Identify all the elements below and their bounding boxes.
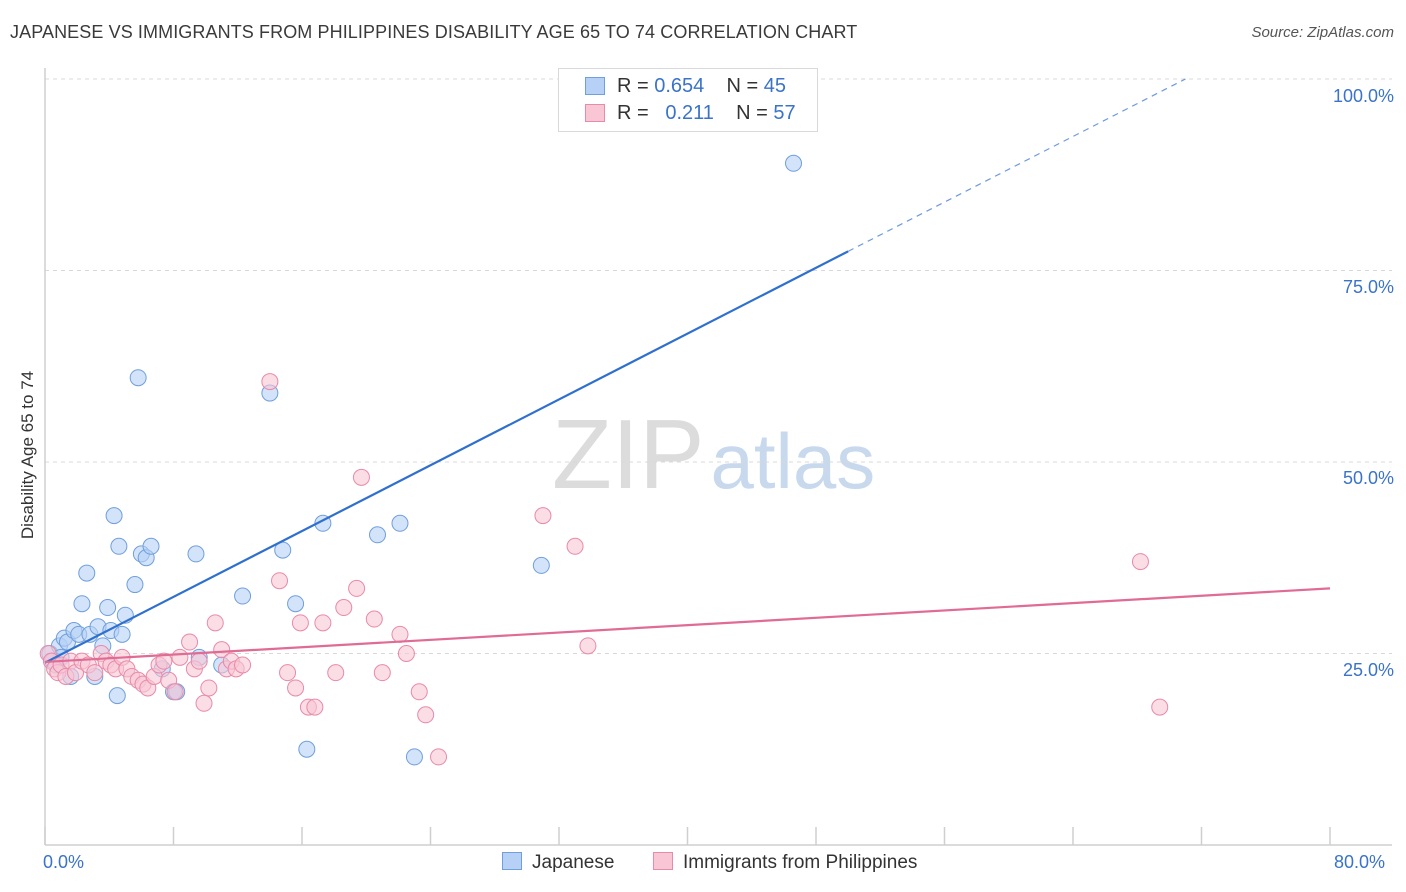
y-tick-75: 75.0%	[1342, 277, 1394, 297]
legend-r-label: R =	[617, 75, 649, 97]
bottom-legend-japanese: Japanese	[502, 852, 614, 874]
trendline-japanese	[44, 250, 849, 664]
point-philippines	[86, 664, 104, 682]
point-philippines	[195, 694, 213, 712]
point-philippines	[566, 537, 584, 555]
point-philippines	[1151, 698, 1169, 716]
legend-n-label: N =	[726, 75, 759, 97]
point-japanese	[532, 556, 550, 574]
point-philippines	[181, 633, 199, 651]
point-japanese	[391, 514, 409, 532]
bottom-legend-swatch-philippines	[653, 852, 673, 870]
correlation-legend: R = 0.654 N = 45 R = 0.211 N = 57	[558, 68, 818, 132]
point-philippines	[155, 652, 173, 670]
x-tick-min: 0.0%	[43, 852, 85, 872]
point-japanese	[368, 526, 386, 544]
legend-swatch-japanese	[585, 77, 605, 95]
point-philippines	[279, 664, 297, 682]
legend-r-value-japanese: 0.654	[654, 75, 705, 97]
chart-title: JAPANESE VS IMMIGRANTS FROM PHILIPPINES …	[10, 22, 858, 42]
y-tick-25: 25.0%	[1342, 660, 1394, 680]
point-philippines	[190, 652, 208, 670]
point-philippines	[335, 599, 353, 617]
point-philippines	[1131, 553, 1149, 571]
point-japanese	[234, 587, 252, 605]
watermark-zip: ZIP	[552, 399, 705, 509]
point-japanese	[126, 576, 144, 594]
point-philippines	[291, 614, 309, 632]
point-philippines	[417, 706, 435, 724]
point-philippines	[261, 373, 279, 391]
legend-r-value-philippines: 0.211	[665, 102, 714, 124]
point-japanese	[187, 545, 205, 563]
bottom-legend-swatch-japanese	[502, 852, 522, 870]
trendline-philippines	[44, 587, 1331, 664]
point-philippines	[410, 683, 428, 701]
point-philippines	[365, 610, 383, 628]
point-philippines	[373, 664, 391, 682]
point-philippines	[579, 637, 597, 655]
y-axis-label: Disability Age 65 to 74	[18, 370, 37, 540]
point-philippines	[287, 679, 305, 697]
y-tick-50: 50.0%	[1342, 468, 1394, 488]
point-philippines	[391, 625, 409, 643]
point-philippines	[213, 641, 231, 659]
point-philippines	[352, 468, 370, 486]
bottom-legend-label-philippines: Immigrants from Philippines	[683, 852, 918, 873]
point-philippines	[430, 748, 448, 766]
x-tick-max: 80.0%	[1334, 852, 1386, 872]
point-philippines	[397, 645, 415, 662]
point-japanese	[108, 687, 126, 705]
point-japanese	[73, 595, 91, 613]
point-japanese	[142, 537, 160, 555]
point-philippines	[271, 572, 289, 590]
point-philippines	[171, 648, 189, 666]
point-philippines	[327, 664, 345, 682]
point-japanese	[785, 154, 803, 172]
point-philippines	[200, 679, 218, 697]
point-japanese	[105, 507, 123, 525]
legend-n-label: N =	[736, 102, 768, 124]
point-japanese	[110, 537, 128, 555]
point-japanese	[113, 625, 131, 643]
point-philippines	[306, 698, 324, 716]
y-tick-100: 100.0%	[1332, 86, 1394, 106]
point-philippines	[234, 656, 252, 674]
point-japanese	[287, 595, 305, 613]
point-philippines	[348, 579, 366, 597]
point-philippines	[314, 614, 332, 632]
watermark-atlas: atlas	[710, 417, 876, 505]
point-japanese	[78, 564, 96, 582]
legend-n-value-japanese: 45	[763, 75, 787, 97]
point-japanese	[405, 748, 423, 766]
bottom-legend-philippines: Immigrants from Philippines	[653, 852, 917, 874]
point-japanese	[99, 599, 117, 617]
trendline-japanese-extension	[847, 78, 1186, 252]
point-philippines	[206, 614, 224, 632]
point-japanese	[298, 740, 316, 758]
point-philippines	[166, 683, 184, 701]
legend-n-value-philippines: 57	[773, 102, 796, 124]
legend-r-label: R =	[617, 102, 649, 124]
point-japanese	[129, 369, 147, 387]
watermark: ZIPatlas	[552, 398, 875, 511]
source-label: Source: ZipAtlas.com	[1251, 24, 1394, 41]
bottom-legend-label-japanese: Japanese	[532, 852, 615, 873]
legend-swatch-philippines	[585, 104, 605, 122]
point-philippines	[534, 507, 552, 525]
